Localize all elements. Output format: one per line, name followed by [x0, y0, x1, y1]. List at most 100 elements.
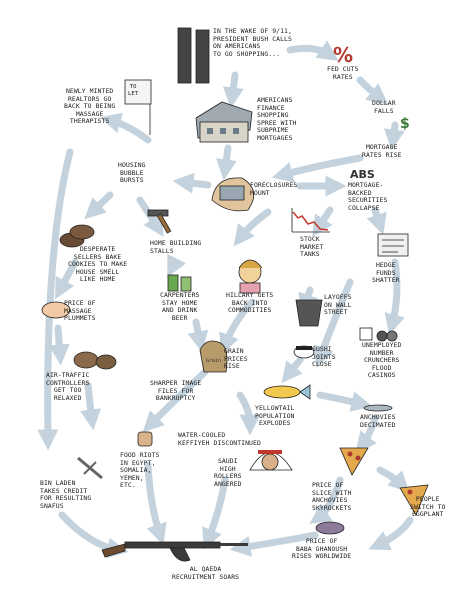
node-layoffs: Layoffs on Wall Street	[324, 293, 352, 317]
arrow	[142, 368, 209, 433]
dollar-icon: $	[400, 116, 410, 132]
arrow	[368, 516, 414, 551]
node-anchovies: Anchovies decimated	[360, 413, 396, 429]
casino-chips-icon	[359, 327, 398, 342]
node-eggplant: People switch to eggplant	[410, 495, 446, 519]
node-massage-price: Price of massage plummets	[64, 299, 96, 323]
arrow	[144, 461, 167, 545]
node-grain-prices: Grain prices rise	[224, 347, 248, 371]
arrow	[222, 71, 244, 109]
arrow	[172, 172, 212, 194]
arrow	[229, 531, 319, 557]
arrow	[216, 144, 237, 181]
newspaper-icon	[377, 233, 409, 257]
arrow	[48, 324, 70, 366]
arrow	[37, 148, 74, 451]
node-air-traffic: Air-traffic controllers get too relaxed	[46, 371, 90, 402]
wastebasket-icon	[295, 299, 323, 327]
node-cookies: Desperate sellers bake cookies to make h…	[68, 245, 128, 284]
node-saudi: Saudi high rollers angered	[214, 457, 242, 488]
hammer-icon	[147, 209, 172, 234]
arrow	[271, 154, 364, 183]
pizza-slice-2-icon	[399, 484, 429, 516]
arrow	[233, 208, 272, 247]
arrow	[309, 476, 344, 524]
stock-chart-icon	[291, 208, 330, 233]
node-casinos: Unemployed number crunchers flood casino…	[362, 341, 402, 380]
arrow	[356, 76, 389, 105]
fist-icon	[137, 431, 153, 447]
svg-text:%: %	[333, 43, 353, 67]
baba-ghanoush-bowl-icon	[315, 521, 345, 535]
arrow	[281, 356, 304, 384]
grain-sack-label: Grain	[206, 358, 221, 364]
massage-feet-icon	[41, 301, 71, 319]
arrow	[219, 298, 256, 355]
fish-icon	[263, 384, 311, 400]
arrow	[187, 318, 209, 353]
node-bin-laden: Bin Laden takes credit for resulting sna…	[40, 479, 92, 510]
feet-icon	[73, 351, 117, 370]
arrow	[316, 391, 373, 412]
arrow	[313, 278, 354, 368]
sushi-icon	[293, 345, 315, 359]
node-fed-cuts-rates: Fed cuts rates	[327, 65, 359, 81]
node-keffiyeh: Water-cooled keffiyeh discontinued	[178, 431, 261, 447]
hillary-portrait-icon	[238, 259, 263, 294]
node-food-riots: Food riots in Egypt, Somalia, Yemen, etc…	[120, 451, 160, 490]
node-carpenters: Carpenters stay home and drink beer	[160, 291, 200, 322]
anchovy-icon	[363, 404, 393, 412]
node-sharper-image: Sharper Image files for bankruptcy	[150, 379, 202, 403]
arrow	[376, 466, 410, 493]
node-pizza-price: Price of slice with anchovies skyrockets	[312, 481, 352, 512]
beer-cans-icon	[167, 274, 192, 292]
node-mortgage-rates-rise: Mortgage rates rise	[362, 143, 402, 159]
arrow	[312, 206, 334, 237]
arrow	[58, 511, 129, 559]
node-al-qaeda: Al Qaeda recruitment soars	[172, 565, 240, 581]
node-hedge-funds: Hedge funds shatter	[372, 261, 400, 285]
node-baba-ghanoush: Price of baba ghanoush rises worldwide	[292, 537, 352, 561]
for-sale-sign-icon	[124, 79, 152, 135]
node-sushi: Sushi joints close	[312, 345, 336, 369]
arrow	[80, 381, 102, 431]
node-home-building: Home building stalls	[150, 239, 202, 255]
svg-text:$: $	[400, 116, 410, 132]
abs-text: ABS	[350, 168, 375, 181]
arrow	[55, 258, 79, 300]
house-in-hand-icon	[211, 177, 255, 212]
node-stock-market: Stock market tanks	[300, 235, 324, 259]
arrow	[167, 253, 187, 278]
percent-icon: %	[333, 43, 353, 67]
arrow	[84, 191, 114, 220]
arrow	[202, 476, 229, 550]
arrow	[286, 40, 339, 61]
pizza-slice-icon	[339, 447, 369, 476]
arrow	[355, 414, 379, 454]
to-let-sign-text: To Let	[128, 84, 139, 97]
arrow	[384, 258, 405, 336]
cookies-icon	[59, 224, 95, 248]
node-realtors: Newly minted realtors go back to being m…	[64, 87, 116, 126]
node-housing-bubble: Housing bubble bursts	[118, 161, 146, 185]
node-hillary: Hillary gets back into commodities	[226, 291, 274, 315]
house-icon	[195, 101, 253, 143]
node-bush-shopping: In the wake of 9/11, President Bush call…	[213, 27, 292, 58]
node-mbs-collapse: Mortgage- backed securities collapse	[348, 181, 388, 212]
arrow	[383, 121, 405, 151]
arrow	[366, 206, 387, 235]
node-subprime: Americans finance shopping spree with su…	[257, 96, 297, 142]
saudi-man-icon	[249, 450, 293, 471]
node-yellowtail: Yellowtail population explodes	[255, 404, 295, 428]
plane-icon	[77, 456, 103, 480]
ak47-rifle-icon	[101, 541, 248, 562]
grain-sack-icon: Grain	[199, 340, 228, 373]
twin-towers-icon	[177, 27, 210, 84]
abs-icon: ABS	[350, 168, 375, 181]
node-dollar-falls: Dollar falls	[372, 99, 396, 115]
arrow	[99, 112, 152, 144]
node-foreclosures: Foreclosures mount	[250, 181, 298, 197]
arrow	[236, 391, 261, 436]
